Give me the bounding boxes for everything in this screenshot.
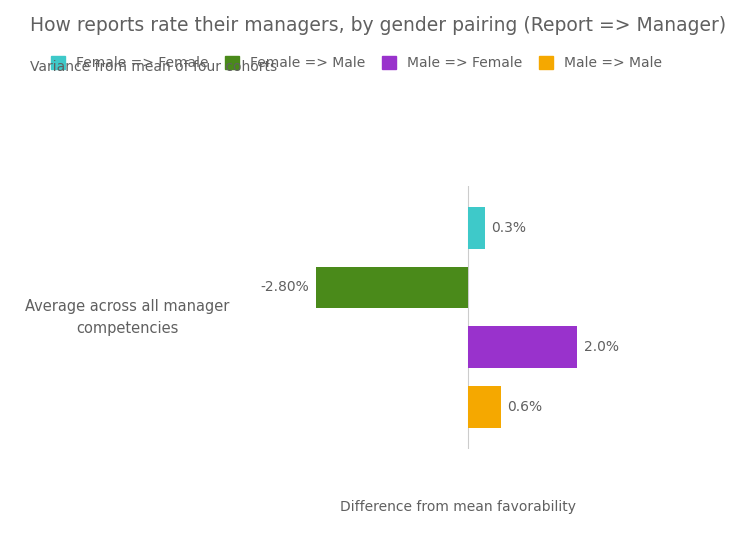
Text: How reports rate their managers, by gender pairing (Report => Manager): How reports rate their managers, by gend…: [30, 16, 726, 36]
Text: 0.6%: 0.6%: [508, 400, 543, 414]
Bar: [316, 266, 468, 309]
Text: Variance from mean of four cohorts: Variance from mean of four cohorts: [30, 60, 278, 74]
Text: 2.0%: 2.0%: [584, 340, 619, 354]
Bar: [468, 386, 501, 428]
Text: 0.3%: 0.3%: [491, 221, 526, 235]
Bar: [468, 207, 484, 249]
Text: -2.80%: -2.80%: [261, 281, 310, 294]
Text: Difference from mean favorability: Difference from mean favorability: [340, 500, 575, 514]
Text: competencies: competencies: [76, 321, 178, 336]
Bar: [468, 326, 577, 368]
Legend: Female => Female, Female => Male, Male => Female, Male => Male: Female => Female, Female => Male, Male =…: [51, 56, 662, 71]
Text: Average across all manager: Average across all manager: [26, 299, 230, 314]
